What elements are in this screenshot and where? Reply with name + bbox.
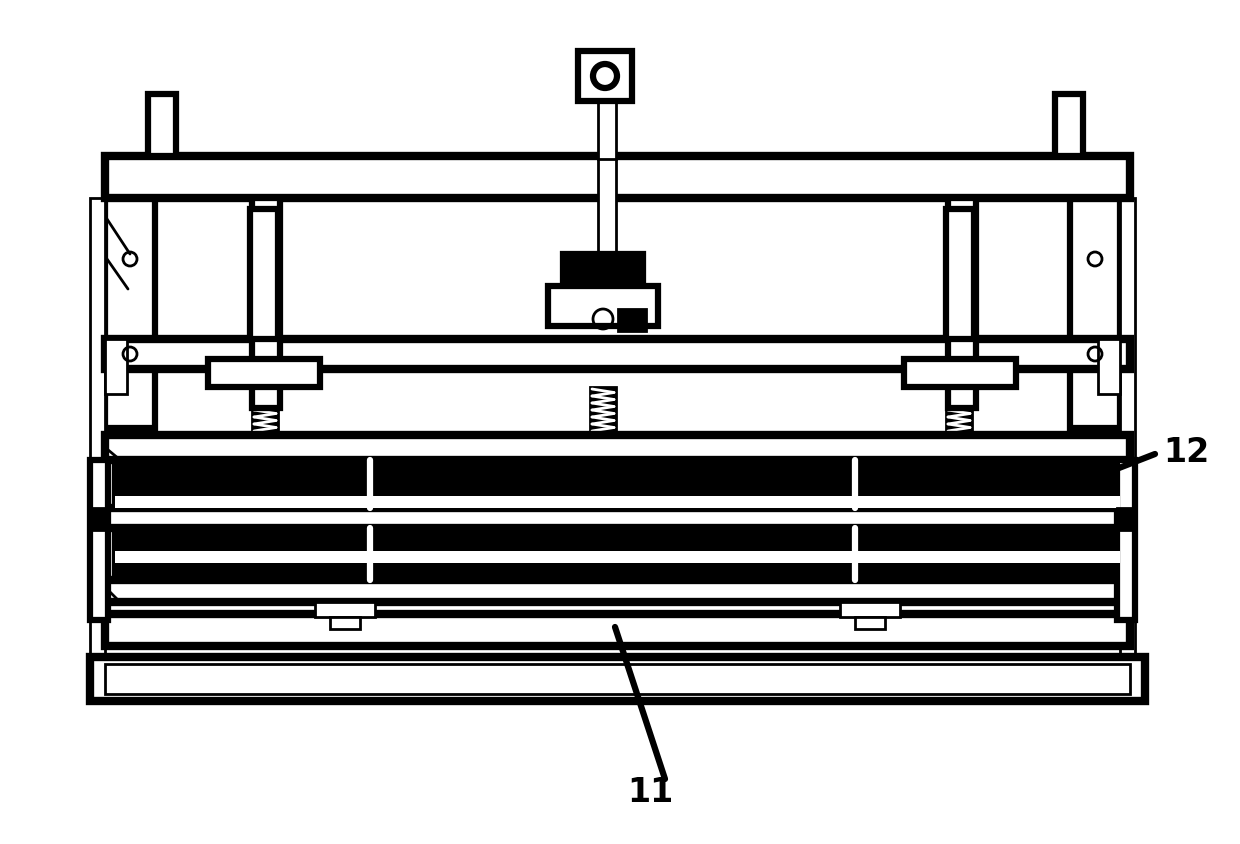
Bar [590, 387, 616, 436]
Bar [208, 360, 320, 387]
Bar [946, 210, 973, 339]
Bar [563, 255, 644, 287]
Bar [598, 159, 616, 289]
Bar [1117, 508, 1135, 530]
Bar [250, 210, 278, 339]
Bar [315, 603, 374, 617]
Bar [105, 664, 1130, 694]
Bar [1055, 95, 1083, 157]
Bar [105, 614, 1130, 647]
Text: 12: 12 [1163, 436, 1209, 469]
Bar [1120, 199, 1135, 668]
Bar [105, 436, 1130, 461]
Bar [105, 581, 1130, 603]
Bar [105, 339, 1130, 370]
Bar [839, 603, 900, 617]
Bar [578, 52, 632, 102]
Bar [598, 102, 616, 160]
Bar [148, 95, 176, 157]
Bar [946, 387, 972, 436]
Bar [548, 287, 658, 327]
Bar [330, 617, 360, 630]
Bar [618, 310, 646, 332]
Bar [904, 360, 1016, 387]
Bar [91, 199, 105, 668]
Bar [856, 617, 885, 630]
Bar [252, 199, 280, 408]
Bar [91, 508, 108, 530]
Bar [1070, 199, 1120, 429]
Bar [115, 528, 1120, 581]
Bar [115, 461, 1120, 508]
Bar [105, 339, 126, 394]
Bar [949, 199, 976, 408]
Bar [91, 657, 1145, 701]
Bar [1097, 339, 1120, 394]
Bar [115, 496, 1120, 508]
Bar [105, 199, 155, 429]
Bar [105, 157, 1130, 199]
Bar [252, 387, 278, 436]
Bar [105, 508, 1130, 528]
Text: 11: 11 [627, 776, 673, 809]
Bar [1117, 461, 1135, 620]
Bar [115, 551, 1120, 563]
Bar [91, 461, 108, 620]
